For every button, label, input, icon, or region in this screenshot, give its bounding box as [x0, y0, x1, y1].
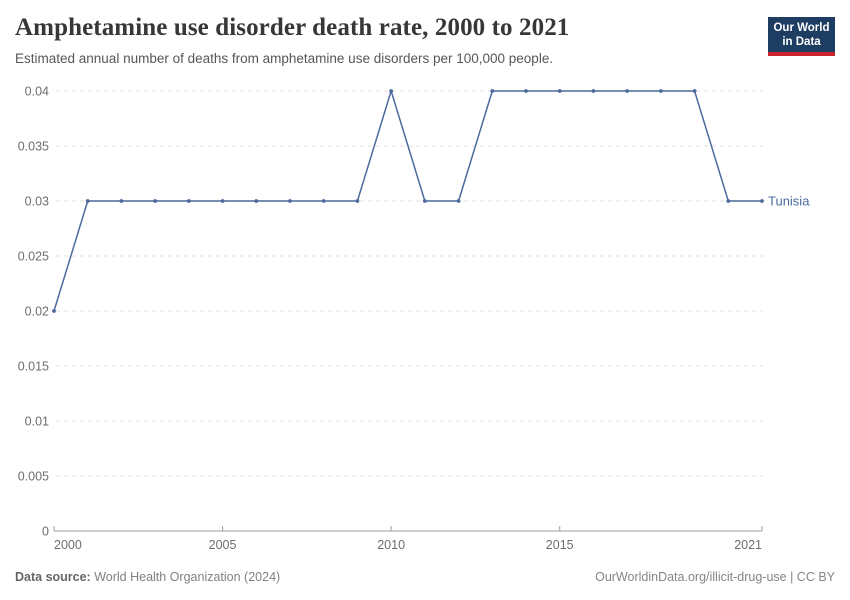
y-tick-label: 0.035 [18, 140, 49, 154]
owid-logo[interactable]: Our World in Data [768, 17, 835, 56]
data-point[interactable] [389, 89, 394, 93]
data-line[interactable] [53, 90, 762, 312]
data-point[interactable] [760, 199, 764, 203]
data-point[interactable] [591, 89, 596, 93]
data-point[interactable] [692, 89, 697, 93]
data-point[interactable] [625, 89, 630, 93]
data-point[interactable] [52, 309, 56, 313]
y-tick-label: 0.04 [25, 85, 49, 99]
chart-subtitle: Estimated annual number of deaths from a… [15, 51, 554, 66]
x-tick-label: 2000 [54, 538, 82, 552]
data-point[interactable] [355, 199, 360, 203]
data-point[interactable] [254, 199, 259, 203]
y-tick-label: 0.01 [25, 415, 49, 429]
data-source-label: Data source: [15, 570, 91, 584]
data-point[interactable] [119, 199, 124, 203]
data-point[interactable] [557, 89, 562, 93]
data-point[interactable] [288, 199, 292, 203]
data-point[interactable] [726, 199, 731, 203]
owid-logo-line2: in Data [782, 36, 821, 48]
data-point[interactable] [456, 199, 461, 203]
data-point[interactable] [186, 199, 191, 203]
data-point[interactable] [658, 89, 663, 93]
y-tick-label: 0.005 [18, 470, 49, 484]
data-source: Data source: World Health Organization (… [15, 570, 280, 584]
x-tick-label: 2010 [377, 538, 405, 552]
x-tick-label: 2005 [209, 538, 237, 552]
owid-logo-line1: Our World [773, 22, 830, 34]
data-point[interactable] [422, 199, 427, 203]
x-tick-label: 2021 [734, 538, 762, 552]
data-source-value: World Health Organization (2024) [90, 570, 281, 584]
y-tick-label: 0 [42, 525, 49, 539]
data-point[interactable] [153, 199, 158, 203]
y-tick-label: 0.025 [18, 250, 49, 264]
x-tick-label: 2015 [546, 538, 574, 552]
credit-link[interactable]: OurWorldinData.org/illicit-drug-use | CC… [595, 570, 835, 584]
data-point[interactable] [220, 199, 225, 203]
data-point[interactable] [524, 89, 528, 93]
data-point[interactable] [490, 89, 495, 93]
chart-title: Amphetamine use disorder death rate, 200… [15, 14, 570, 41]
data-point[interactable] [321, 199, 326, 203]
y-tick-label: 0.03 [25, 195, 49, 209]
entity-label[interactable]: Tunisia [768, 194, 810, 209]
y-tick-label: 0.02 [25, 305, 49, 319]
y-tick-label: 0.015 [18, 360, 49, 374]
data-point[interactable] [85, 199, 90, 203]
